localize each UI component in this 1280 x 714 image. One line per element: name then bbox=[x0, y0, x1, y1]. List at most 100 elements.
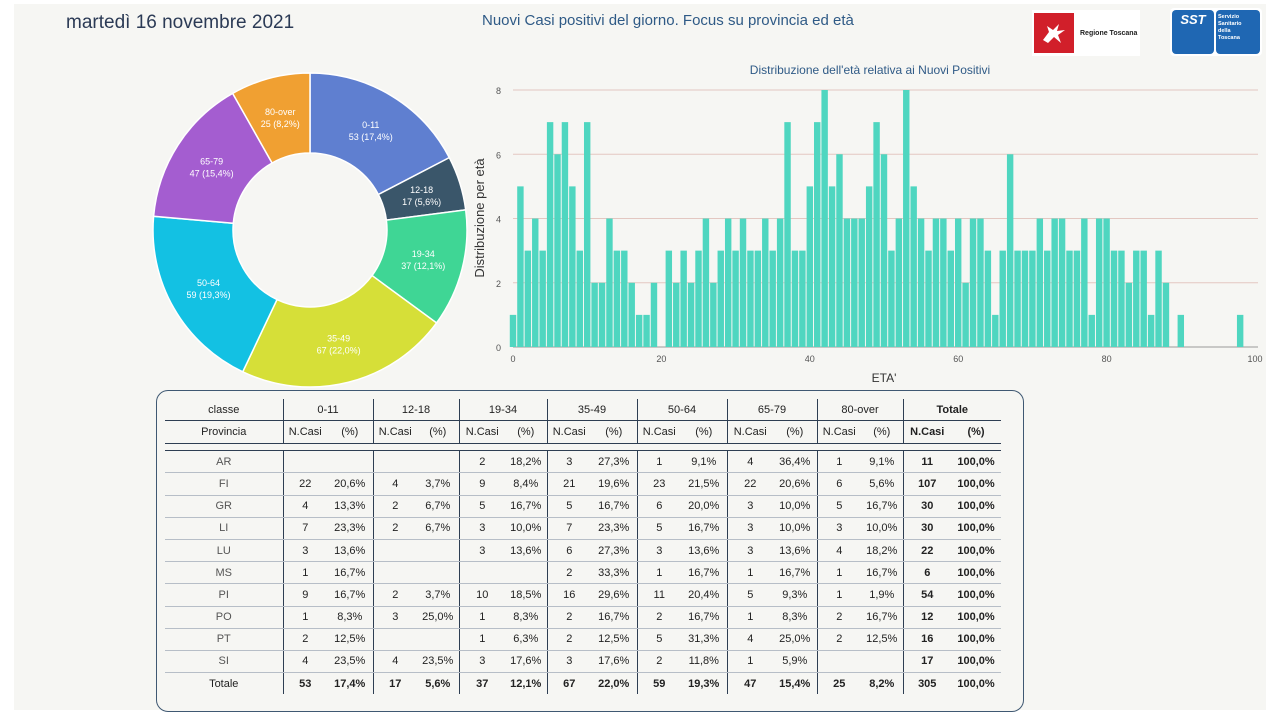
pct-cell: 100,0% bbox=[951, 583, 1001, 607]
histogram-bar bbox=[621, 250, 628, 347]
n-casi-header: N.Casi bbox=[373, 420, 417, 445]
y-tick-label: 2 bbox=[496, 279, 501, 289]
pct-cell: 19,6% bbox=[591, 472, 638, 496]
pct-cell: 13,6% bbox=[327, 539, 374, 563]
count-cell: 2 bbox=[547, 606, 591, 629]
histogram-bar bbox=[509, 314, 517, 347]
total-count-cell: 67 bbox=[563, 677, 576, 690]
histogram-bar bbox=[576, 250, 583, 347]
histogram-bar bbox=[673, 282, 680, 347]
table-corner-header: classe bbox=[165, 399, 284, 422]
count-cell: 3 bbox=[817, 517, 861, 540]
count-cell: 1 bbox=[727, 606, 773, 629]
province-cell: MS bbox=[165, 561, 284, 585]
pct-cell: 17,6% bbox=[505, 650, 548, 674]
donut-slice-80-over bbox=[231, 72, 311, 165]
count-cell: 3 bbox=[637, 539, 681, 563]
count-cell: 4 bbox=[727, 450, 773, 474]
count-cell: 3 bbox=[547, 650, 591, 674]
histogram-bar bbox=[1147, 314, 1155, 347]
histogram-bar bbox=[776, 218, 784, 347]
n-casi-header: N.Casi bbox=[459, 420, 505, 445]
count-cell: 2 bbox=[283, 628, 327, 651]
count-cell: 54 bbox=[903, 583, 951, 607]
count-cell: 2 bbox=[817, 628, 861, 651]
province-header: Provincia bbox=[165, 420, 284, 445]
total-count-cell: 53 bbox=[299, 677, 312, 690]
age-class-header: 35-49 bbox=[547, 399, 638, 422]
pct-cell: 27,3% bbox=[591, 450, 638, 474]
count-cell: 21 bbox=[547, 472, 591, 496]
histogram-bar bbox=[903, 90, 910, 347]
pct-cell: 16,7% bbox=[327, 583, 374, 607]
count-cell: 4 bbox=[727, 628, 773, 651]
histogram-bar bbox=[895, 218, 903, 347]
age-class-header: 65-79 bbox=[727, 399, 818, 422]
count-cell: 3 bbox=[547, 450, 591, 474]
province-cell: AR bbox=[165, 450, 284, 474]
pct-cell: 12,5% bbox=[327, 628, 374, 651]
y-tick-label: 4 bbox=[496, 215, 501, 225]
donut-value-label: 67 (22,0%) bbox=[317, 345, 361, 355]
count-cell: 22 bbox=[727, 472, 773, 496]
table-row: FI 22 20,6% 4 3,7% 9 8,4% 21 19,6% 23 21,5% 22 20,6%… bbox=[165, 472, 1001, 496]
header-gap bbox=[165, 443, 1001, 452]
pct-cell: 9,1% bbox=[681, 450, 728, 474]
y-tick-label: 6 bbox=[496, 150, 501, 160]
histogram-bar bbox=[821, 90, 828, 347]
regione-toscana-logo: Regione Toscana bbox=[1032, 10, 1140, 56]
sst-line: Sanitario bbox=[1218, 21, 1242, 27]
count-cell: 7 bbox=[547, 517, 591, 540]
pct-cell: 20,0% bbox=[681, 495, 728, 518]
total-count-cell: 305 bbox=[918, 677, 937, 690]
x-tick-label: 100 bbox=[1247, 354, 1262, 364]
histogram-bar bbox=[628, 282, 635, 347]
count-cell bbox=[373, 628, 417, 651]
histogram-bar bbox=[888, 250, 895, 347]
histogram-bar bbox=[524, 250, 532, 347]
pct-cell: 23,3% bbox=[591, 517, 638, 540]
pct-cell: 18,2% bbox=[505, 450, 548, 474]
total-pct-cell: 12,1% bbox=[505, 672, 548, 695]
pct-header: (%) bbox=[773, 420, 818, 445]
histogram-bar bbox=[1162, 282, 1170, 347]
histogram-bar bbox=[843, 218, 851, 347]
histogram-bar bbox=[643, 314, 650, 347]
pct-cell: 100,0% bbox=[951, 472, 1001, 496]
pct-header: (%) bbox=[681, 420, 728, 445]
pct-cell: 18,2% bbox=[861, 539, 904, 563]
count-cell: 30 bbox=[903, 517, 951, 540]
count-cell: 6 bbox=[903, 561, 951, 585]
n-casi-header: N.Casi bbox=[637, 420, 681, 445]
count-cell: 10 bbox=[459, 583, 505, 607]
province-cell: PT bbox=[165, 628, 284, 651]
pct-cell: 27,3% bbox=[591, 539, 638, 563]
total-pct-cell: 5,6% bbox=[417, 672, 460, 695]
pct-cell: 16,7% bbox=[681, 606, 728, 629]
pct-cell: 13,6% bbox=[505, 539, 548, 563]
histogram-bar bbox=[1110, 250, 1118, 347]
pct-cell: 6,7% bbox=[417, 495, 460, 518]
pct-cell: 23,3% bbox=[327, 517, 374, 540]
total-pct-cell: 100,0% bbox=[957, 677, 995, 690]
pct-cell: 20,4% bbox=[681, 583, 728, 607]
age-class-donut-chart: 0-11 53 (17,4%) 12-18 17 (5,6%) 19-34 37 (12,… bbox=[152, 72, 468, 388]
pct-cell: 16,7% bbox=[327, 561, 374, 585]
histogram-bar bbox=[546, 122, 554, 347]
pct-cell: 13,6% bbox=[681, 539, 728, 563]
histogram-bar bbox=[873, 122, 880, 347]
count-cell: 2 bbox=[373, 583, 417, 607]
total-label-cell: Totale bbox=[165, 672, 284, 695]
age-class-header: 80-over bbox=[817, 399, 904, 422]
pct-header: (%) bbox=[591, 420, 638, 445]
histogram-bar bbox=[1051, 218, 1058, 347]
n-casi-header: N.Casi bbox=[727, 420, 773, 445]
pct-cell: 20,6% bbox=[327, 472, 374, 496]
histogram-bar bbox=[532, 218, 539, 347]
total-pct-cell: 17,4% bbox=[327, 672, 374, 695]
pct-cell: 8,3% bbox=[505, 606, 548, 629]
n-casi-header: N.Casi bbox=[283, 420, 327, 445]
count-cell: 7 bbox=[283, 517, 327, 540]
report-date: martedì 16 novembre 2021 bbox=[66, 12, 295, 33]
count-cell: 4 bbox=[283, 650, 327, 674]
